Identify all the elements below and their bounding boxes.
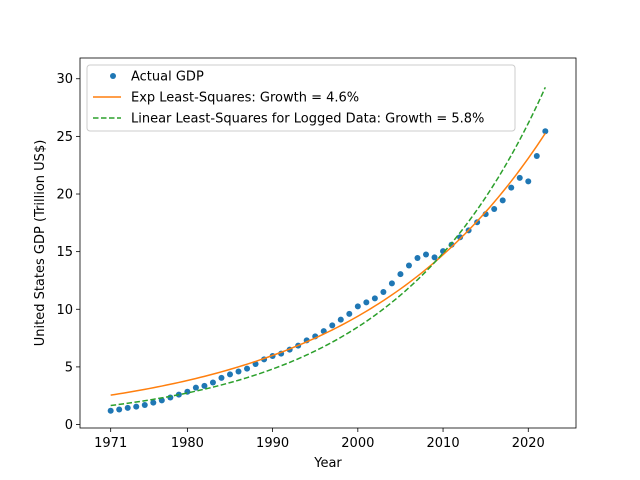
y-tick-label: 5 bbox=[65, 360, 73, 375]
gdp-point bbox=[380, 288, 387, 295]
gdp-point bbox=[337, 316, 344, 323]
y-tick-label: 30 bbox=[56, 72, 73, 87]
legend-entry-exp-least-squares: Exp Least-Squares: Growth = 4.6% bbox=[93, 91, 359, 106]
gdp-point bbox=[405, 262, 412, 269]
exp-least-squares-fit-line bbox=[110, 132, 546, 396]
gdp-point bbox=[508, 184, 515, 191]
gdp-point bbox=[423, 251, 430, 258]
actual-gdp-points bbox=[107, 128, 549, 414]
gdp-point bbox=[141, 401, 148, 408]
series-layer bbox=[107, 86, 549, 414]
legend-box bbox=[86, 64, 516, 132]
legend-label-exp-least-squares: Exp Least-Squares: Growth = 4.6% bbox=[131, 91, 359, 106]
gdp-point bbox=[491, 205, 498, 212]
gdp-point bbox=[397, 271, 404, 278]
gdp-point bbox=[133, 403, 140, 410]
legend-label-linear-logged: Linear Least-Squares for Logged Data: Gr… bbox=[131, 112, 484, 127]
gdp-point bbox=[533, 152, 540, 159]
gdp-point bbox=[499, 197, 506, 204]
y-tick-label: 15 bbox=[56, 245, 73, 260]
y-axis-label: United States GDP (Trillion US$) bbox=[33, 140, 48, 347]
gdp-point bbox=[209, 379, 216, 386]
gdp-point bbox=[107, 407, 114, 414]
gdp-point bbox=[192, 384, 199, 391]
x-axis-ticks: 1971 1980 1990 2000 2010 2020 bbox=[94, 428, 545, 451]
gdp-point bbox=[116, 406, 123, 413]
gdp-point bbox=[218, 374, 225, 381]
x-tick-label: 1971 bbox=[94, 436, 127, 451]
gdp-point bbox=[329, 322, 336, 329]
plot-area: 1971 1980 1990 2000 2010 2020 0 5 10 15 20 25 30 bbox=[56, 57, 577, 451]
gdp-point bbox=[201, 382, 208, 389]
x-axis-label: Year bbox=[313, 456, 342, 471]
gdp-point bbox=[431, 254, 438, 261]
y-tick-label: 0 bbox=[65, 418, 73, 433]
gdp-point bbox=[363, 299, 370, 306]
gdp-point bbox=[388, 280, 395, 287]
x-tick-label: 1980 bbox=[171, 436, 204, 451]
gdp-point bbox=[414, 254, 421, 261]
legend-entry-actual-gdp: Actual GDP bbox=[110, 70, 204, 85]
gdp-point bbox=[235, 368, 242, 375]
gdp-point bbox=[354, 303, 361, 310]
gdp-point bbox=[226, 371, 233, 378]
y-axis-ticks: 0 5 10 15 20 25 30 bbox=[56, 72, 80, 433]
gdp-point bbox=[244, 365, 251, 372]
legend-marker-actual-gdp bbox=[110, 73, 116, 79]
x-tick-label: 1990 bbox=[256, 436, 289, 451]
y-tick-label: 25 bbox=[56, 130, 73, 145]
x-tick-label: 2010 bbox=[427, 436, 460, 451]
gdp-point bbox=[371, 295, 378, 302]
y-tick-label: 10 bbox=[56, 303, 73, 318]
plot-frame bbox=[79, 57, 577, 429]
gdp-point bbox=[457, 234, 464, 241]
gdp-point bbox=[346, 310, 353, 317]
gdp-point bbox=[124, 404, 131, 411]
x-tick-label: 2000 bbox=[341, 436, 374, 451]
gdp-point bbox=[150, 399, 157, 406]
linear-logged-fit-line bbox=[110, 86, 547, 407]
gdp-point bbox=[516, 174, 523, 181]
legend-entry-linear-logged: Linear Least-Squares for Logged Data: Gr… bbox=[93, 112, 484, 127]
gdp-point bbox=[542, 128, 549, 135]
y-tick-label: 20 bbox=[56, 188, 73, 203]
legend: Actual GDP Exp Least-Squares: Growth = 4… bbox=[86, 64, 516, 132]
gdp-point bbox=[525, 178, 532, 185]
x-tick-label: 2020 bbox=[512, 436, 545, 451]
legend-label-actual-gdp: Actual GDP bbox=[131, 70, 204, 85]
